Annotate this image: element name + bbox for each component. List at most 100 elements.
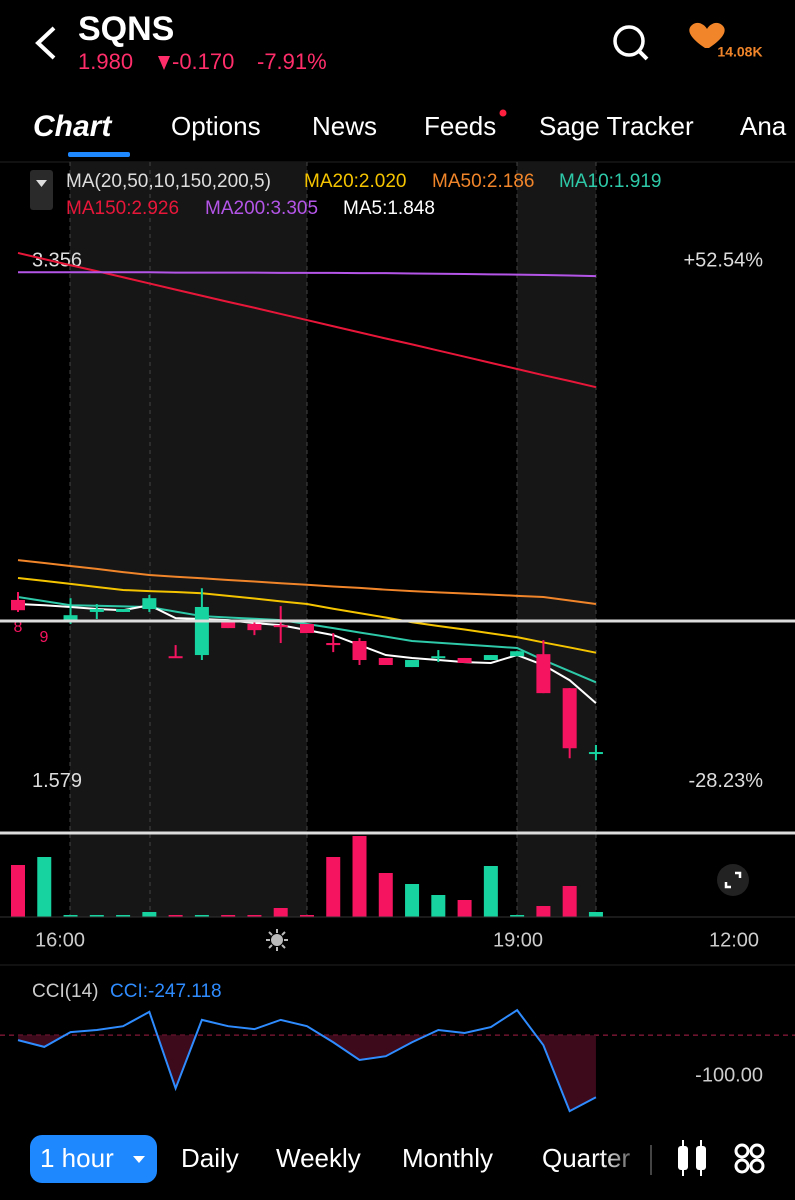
pct-label: -28.23% xyxy=(689,770,764,792)
volume-bar xyxy=(326,857,341,917)
legend-toggle[interactable] xyxy=(30,170,53,210)
marker: 8 xyxy=(14,619,23,636)
down-arrow xyxy=(158,56,170,70)
y-tick-label: 3.356 xyxy=(32,249,82,271)
cci-value: CCI:-247.118 xyxy=(110,981,222,1002)
timeframe-option[interactable]: Weekly xyxy=(276,1143,361,1173)
candle-body xyxy=(142,598,157,610)
candle-body xyxy=(221,621,236,629)
timeframe-option[interactable]: Monthly xyxy=(402,1143,493,1173)
feeds-dot xyxy=(499,109,507,117)
ma-line xyxy=(17,559,597,606)
candle-body xyxy=(431,656,446,659)
candle-body xyxy=(116,609,131,612)
ma-line xyxy=(17,576,597,654)
tab[interactable]: Options xyxy=(171,111,261,141)
volume-bar xyxy=(63,915,78,917)
ma-legend: MA20:2.020 xyxy=(304,171,406,192)
volume-bar xyxy=(536,906,551,917)
ma-legend: MA200:3.305 xyxy=(205,198,318,219)
volume-bar xyxy=(142,912,157,917)
price: 1.980 xyxy=(78,49,133,74)
candle-body xyxy=(326,643,341,646)
y-tick-label: 1.579 xyxy=(32,770,82,792)
ma-legend: MA150:2.926 xyxy=(66,198,179,219)
volume-bar xyxy=(431,895,446,917)
cci-title: CCI(14) xyxy=(32,981,99,1002)
candle-body xyxy=(194,606,209,656)
tab[interactable]: News xyxy=(312,111,377,141)
ma-legend: MA50:2.186 xyxy=(432,171,534,192)
volume-bar xyxy=(588,912,603,917)
volume-bar xyxy=(221,915,236,917)
session-band xyxy=(70,162,307,917)
candle-body xyxy=(588,752,603,755)
candle-body xyxy=(89,609,104,612)
time-label: 16:00 xyxy=(35,929,85,951)
tab[interactable]: Feeds xyxy=(424,111,496,141)
candle-body xyxy=(299,623,314,634)
candle-body xyxy=(63,615,78,622)
timeframe-selected-label: 1 hour xyxy=(40,1143,114,1173)
symbol: SQNS xyxy=(78,10,174,48)
time-label: 19:00 xyxy=(493,929,543,951)
tab[interactable]: Sage Tracker xyxy=(539,111,694,141)
chart-type-button[interactable] xyxy=(678,1140,706,1176)
ma-legend: MA5:1.848 xyxy=(343,198,435,219)
volume-bar xyxy=(457,900,472,917)
ma-line xyxy=(18,271,596,278)
followers: 14.08K xyxy=(717,44,762,60)
volume-bar xyxy=(116,915,131,917)
volume-bar xyxy=(89,915,104,917)
candle-body xyxy=(168,656,183,659)
candle-body xyxy=(352,640,367,661)
ma-legend: MA10:1.919 xyxy=(559,171,661,192)
follow-button[interactable] xyxy=(689,22,725,48)
candle-body xyxy=(483,655,498,661)
candle-body xyxy=(378,657,393,666)
volume-bar xyxy=(562,886,577,917)
marker: 9 xyxy=(40,629,49,646)
candle-body xyxy=(562,688,577,749)
volume-bar xyxy=(168,915,183,917)
candle-body xyxy=(11,599,25,611)
volume-bar xyxy=(194,915,209,917)
volume-bar xyxy=(378,873,393,917)
candle-body xyxy=(247,623,262,631)
back-button[interactable] xyxy=(35,26,56,60)
timeframe-option[interactable]: Daily xyxy=(181,1143,239,1173)
tab[interactable]: Ana xyxy=(740,111,787,141)
candle-body xyxy=(536,654,551,694)
pct-label: +52.54% xyxy=(683,249,763,271)
change: -0.170 xyxy=(172,49,234,74)
volume-bar xyxy=(510,915,525,917)
candle-body xyxy=(457,657,472,663)
timeframe-selected[interactable] xyxy=(30,1135,157,1183)
indicator: MA(20,50,10,150,200,5) xyxy=(66,171,271,192)
volume-bar xyxy=(352,836,367,917)
sun-icon xyxy=(266,929,288,951)
ma-line xyxy=(17,251,597,389)
expand-button[interactable] xyxy=(717,864,749,896)
volume-bar xyxy=(37,857,52,917)
change-pct: -7.91% xyxy=(257,49,327,74)
cci-line xyxy=(17,1008,597,1113)
volume-bar xyxy=(247,915,262,917)
candle-body xyxy=(273,625,288,628)
tab[interactable]: Chart xyxy=(33,110,113,143)
layout-button[interactable] xyxy=(734,1143,765,1174)
cci-level-label: -100.00 xyxy=(695,1064,763,1086)
candle-body xyxy=(405,660,420,668)
session-band xyxy=(517,162,596,917)
volume-bar xyxy=(11,865,25,917)
volume-bar xyxy=(483,866,498,917)
volume-bar xyxy=(273,908,288,917)
tab-underline xyxy=(68,152,130,157)
time-label: 12:00 xyxy=(709,929,759,951)
volume-bar xyxy=(405,884,420,917)
volume-bar xyxy=(299,915,314,917)
search-button[interactable] xyxy=(613,25,649,61)
candle-body xyxy=(510,651,525,657)
